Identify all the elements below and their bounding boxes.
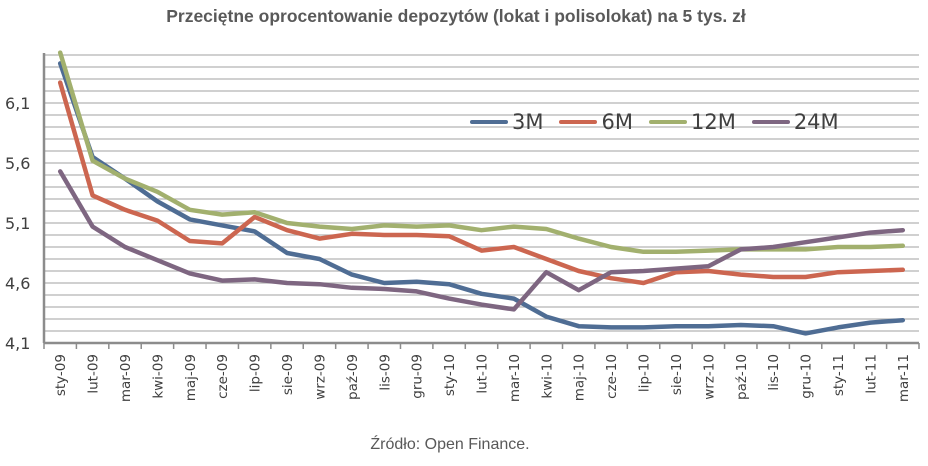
legend-label: 12M: [690, 110, 736, 134]
x-tick-label: gru-09: [410, 354, 426, 399]
x-tick-label: lis-10: [766, 354, 782, 391]
x-tick-label: sty-10: [442, 354, 458, 396]
series-line-12M: [57, 50, 906, 255]
legend-swatch: [559, 120, 598, 124]
series-line-6M: [57, 80, 906, 286]
x-tick-label: lip-10: [637, 354, 653, 392]
x-tick-label: cze-10: [604, 354, 620, 399]
legend-label: 24M: [793, 110, 839, 134]
x-tick-label: maj-09: [183, 354, 199, 401]
legend-item-3M: 3M: [470, 110, 543, 134]
legend-label: 3M: [512, 110, 544, 134]
x-tick-label: mar-11: [896, 354, 912, 402]
x-tick-label: gru-10: [799, 354, 815, 399]
chart-legend: 3M 6M 12M 24M: [470, 110, 855, 134]
line-chart: 4,1 4,6 5,1 5,6 6,1 sty-09 lut-09 mar-09 kwi-09 m…: [5, 50, 920, 402]
x-tick-label: wrz-10: [701, 354, 717, 400]
x-tick-label: sie-10: [669, 354, 685, 395]
x-tick-label: wrz-09: [312, 354, 328, 400]
x-tick-label: maj-10: [572, 354, 588, 401]
x-tick-label: cze-09: [215, 354, 231, 399]
y-tick-label: 4,1: [5, 334, 30, 353]
y-tick-label: 5,1: [5, 214, 30, 233]
x-tick-label: kwi-10: [539, 354, 555, 399]
chart-title: Przeciętne oprocentowanie depozytów (lok…: [0, 6, 928, 27]
legend-item-24M: 24M: [751, 110, 839, 134]
x-tick-label: lut-11: [863, 354, 879, 394]
legend-label: 6M: [601, 110, 633, 134]
source-note: Źródło: Open Finance.: [370, 436, 530, 453]
series-line-24M: [57, 169, 906, 312]
y-tick-label: 5,6: [5, 154, 30, 173]
legend-swatch: [751, 120, 790, 124]
chart-title-text: Przeciętne oprocentowanie depozytów (lok…: [166, 6, 746, 26]
gridlines: [44, 54, 919, 344]
legend-item-12M: 12M: [648, 110, 736, 134]
x-tick-label: lut-10: [475, 354, 491, 394]
legend-swatch: [470, 120, 508, 124]
x-tick-label: mar-09: [118, 354, 134, 402]
y-tick-label: 4,6: [5, 274, 30, 293]
x-tick-label: kwi-09: [150, 354, 166, 399]
x-tick-labels: sty-09 lut-09 mar-09 kwi-09 maj-09 cze-09 lip-…: [43, 343, 920, 402]
x-tick-label: mar-10: [507, 354, 523, 402]
series-line-3M: [57, 61, 906, 336]
x-tick-label: lut-09: [86, 354, 102, 394]
x-tick-label: lip-09: [248, 354, 264, 392]
x-tick-label: lis-09: [377, 354, 393, 391]
y-tick-labels: 4,1 4,6 5,1 5,6 6,1: [5, 94, 30, 353]
x-tick-label: sty-11: [831, 354, 847, 396]
x-tick-label: sty-09: [53, 354, 69, 396]
x-tick-label: paź-09: [345, 354, 361, 400]
legend-swatch: [648, 120, 687, 124]
legend-item-6M: 6M: [559, 110, 633, 134]
y-tick-label: 6,1: [5, 94, 30, 113]
x-tick-label: sie-09: [280, 354, 296, 395]
series-lines: [57, 50, 906, 336]
x-tick-label: paź-10: [734, 354, 750, 400]
